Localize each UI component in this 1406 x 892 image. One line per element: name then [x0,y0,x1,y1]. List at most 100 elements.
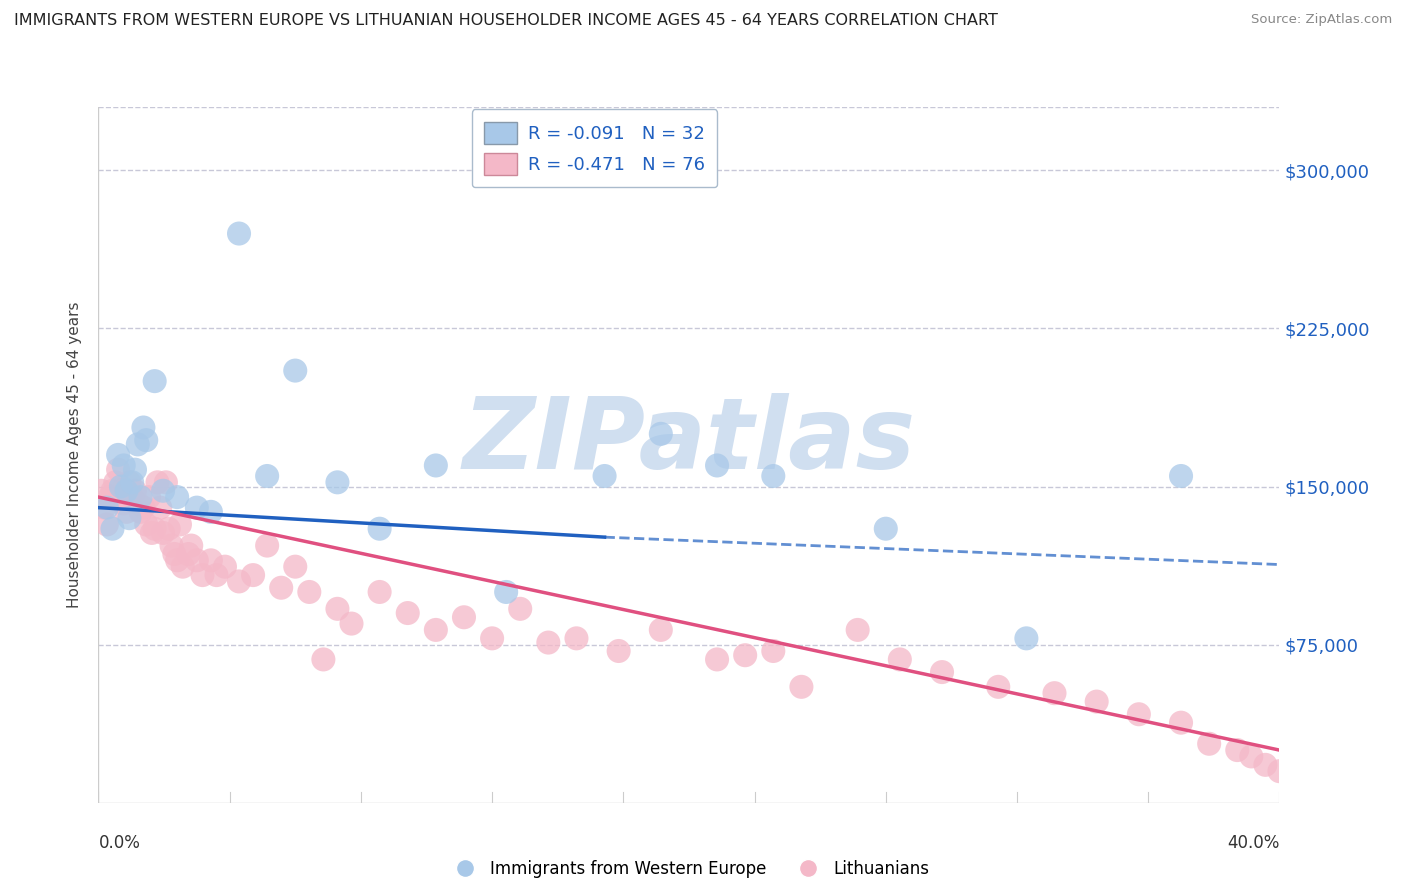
Point [135,433,157,447]
Point [734,648,756,663]
Point [1198,737,1220,751]
Point [368,585,391,599]
Point [298,585,321,599]
Point [481,632,503,646]
Point [284,363,307,377]
Point [875,522,897,536]
Point [121,490,143,504]
Point [96,517,118,532]
Point [166,553,188,567]
Point [146,475,169,490]
Text: Source: ZipAtlas.com: Source: ZipAtlas.com [1251,13,1392,27]
Point [270,581,292,595]
Point [118,511,141,525]
Point [846,623,869,637]
Point [1170,469,1192,483]
Point [138,490,160,504]
Point [141,525,163,540]
Point [889,652,911,666]
Point [1310,785,1333,799]
Point [186,553,208,567]
Point [112,458,135,473]
Point [284,559,307,574]
Point [160,539,183,553]
Point [200,505,222,519]
Point [1043,686,1066,700]
Point [706,652,728,666]
Point [107,463,129,477]
Point [228,227,250,241]
Point [101,522,124,536]
Point [172,559,194,574]
Point [96,500,118,515]
Point [143,522,166,536]
Point [762,469,785,483]
Point [790,680,813,694]
Point [163,547,186,561]
Point [1226,743,1249,757]
Point [118,475,141,490]
Point [650,623,672,637]
Point [152,525,174,540]
Point [132,500,155,515]
Point [104,475,127,490]
Point [110,479,132,493]
Point [565,632,588,646]
Point [593,469,616,483]
Point [256,539,278,553]
Point [256,469,278,483]
Point [1282,771,1305,785]
Point [1128,707,1150,722]
Point [205,568,228,582]
Point [90,483,112,498]
Point [326,602,349,616]
Point [180,539,202,553]
Point [143,374,166,388]
Point [186,500,208,515]
Y-axis label: Householder Income Ages 45 - 64 years: Householder Income Ages 45 - 64 years [67,301,83,608]
Point [228,574,250,589]
Point [152,483,174,498]
Point [368,522,391,536]
Point [1170,715,1192,730]
Point [326,475,349,490]
Point [1268,764,1291,779]
Point [453,610,475,624]
Point [425,623,447,637]
Point [169,517,191,532]
Text: ZIPatlas: ZIPatlas [463,392,915,490]
Point [1296,779,1319,793]
Point [509,602,531,616]
Point [1240,749,1263,764]
Point [607,644,630,658]
Point [101,483,124,498]
Point [93,500,115,515]
Point [149,500,172,515]
Point [110,483,132,498]
Point [1085,695,1108,709]
Point [157,522,180,536]
Point [124,483,146,498]
Point [762,644,785,658]
Point [340,616,363,631]
Point [115,505,138,519]
Point [191,568,214,582]
Point [537,635,560,649]
Point [107,448,129,462]
Text: IMMIGRANTS FROM WESTERN EUROPE VS LITHUANIAN HOUSEHOLDER INCOME AGES 45 - 64 YEA: IMMIGRANTS FROM WESTERN EUROPE VS LITHUA… [14,13,998,29]
Point [135,517,157,532]
Point [166,490,188,504]
Point [987,680,1010,694]
Point [124,463,146,477]
Point [177,547,200,561]
Point [650,426,672,441]
Text: 0.0%: 0.0% [98,834,141,852]
Point [1015,632,1038,646]
Point [115,483,138,498]
Point [127,496,149,510]
Point [425,458,447,473]
Text: 40.0%: 40.0% [1227,834,1279,852]
Point [112,496,135,510]
Legend: Immigrants from Western Europe, Lithuanians: Immigrants from Western Europe, Lithuani… [441,854,936,885]
Point [706,458,728,473]
